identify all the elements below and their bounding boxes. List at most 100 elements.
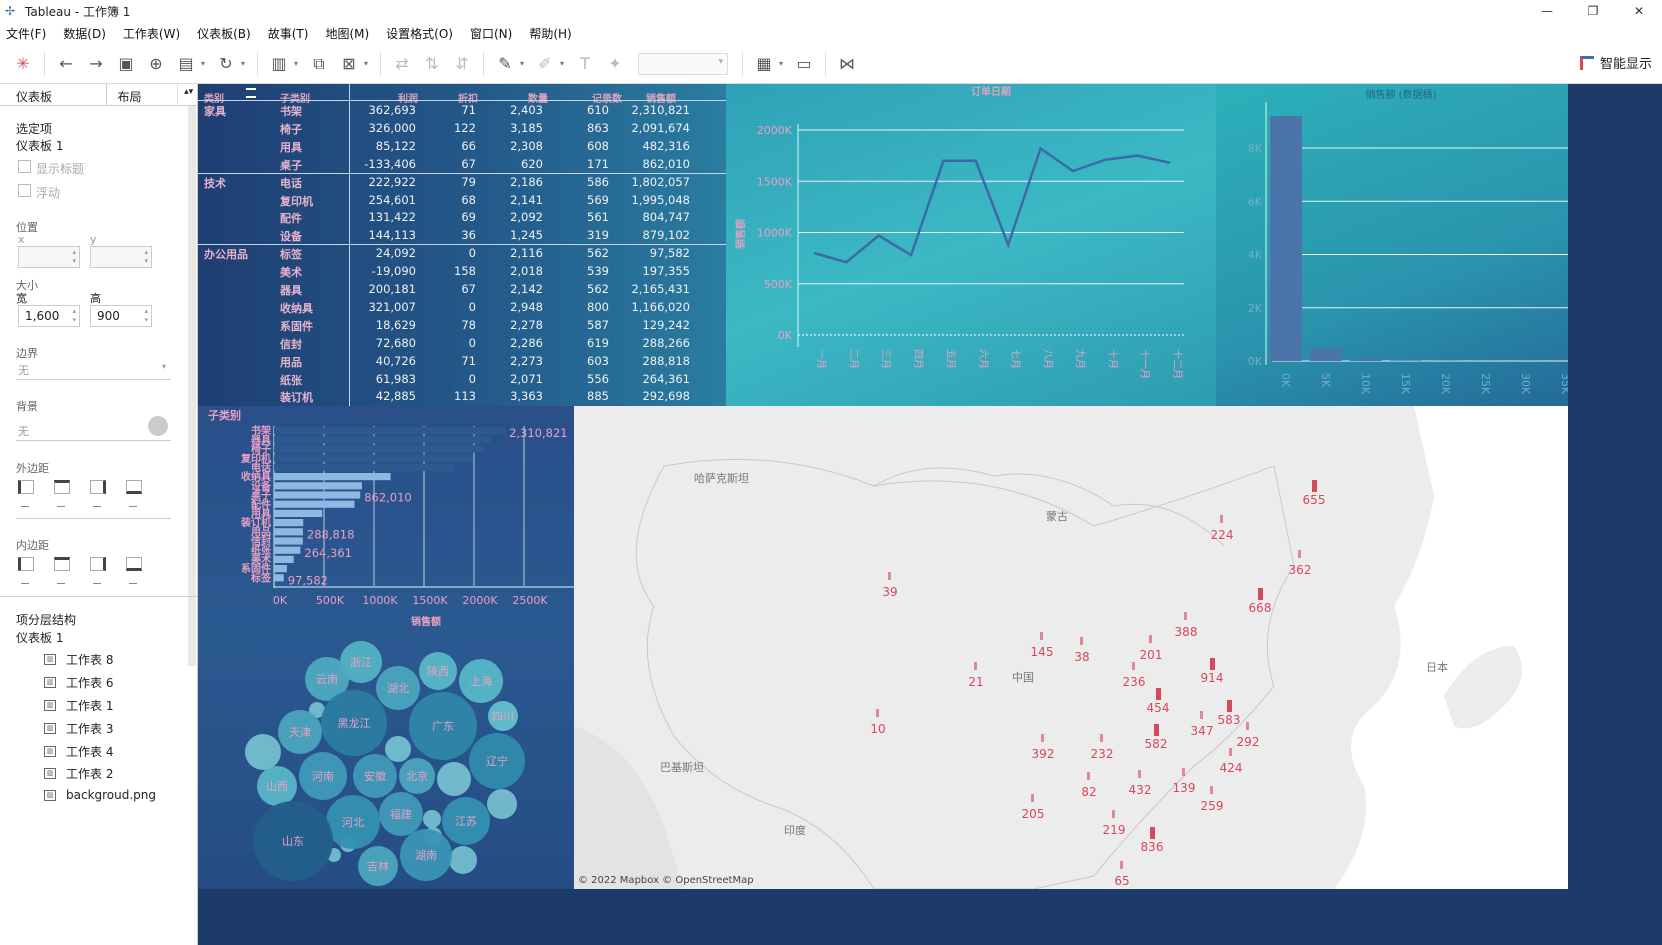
outer-padding-top-value[interactable]	[57, 506, 65, 507]
background-color-swatch[interactable]	[148, 416, 168, 436]
outer-padding-bottom-icon[interactable]	[126, 480, 142, 494]
clear-sheet-icon[interactable]: ⊠	[342, 54, 356, 73]
floating-checkbox[interactable]	[18, 184, 31, 197]
width-input[interactable]: 1,600	[18, 305, 80, 327]
outer-padding-bottom-value[interactable]	[129, 506, 137, 507]
x-input[interactable]	[18, 246, 80, 268]
border-value[interactable]: 无	[18, 364, 29, 377]
restore-button[interactable]: ❐	[1587, 4, 1599, 18]
tabs-scroll-icon[interactable]: ▴▾	[177, 84, 197, 105]
clear-sheet-dropdown[interactable]: ▾	[364, 59, 369, 68]
new-worksheet-icon[interactable]: ▥	[271, 54, 287, 73]
duplicate-sheet-icon[interactable]: ⧉	[313, 53, 325, 73]
menu-help[interactable]: 帮助(H)	[529, 26, 572, 41]
new-worksheet-dropdown[interactable]: ▾	[294, 59, 299, 68]
table-cell: 586	[587, 174, 609, 189]
bar-chart-category: 桌子	[250, 489, 271, 502]
minimize-button[interactable]: —	[1541, 4, 1553, 18]
hierarchy-item[interactable]: ▥ 工作表 8	[44, 651, 113, 668]
inner-padding-left-value[interactable]	[21, 583, 29, 584]
hierarchy-item[interactable]: ▥ 工作表 1	[44, 697, 113, 714]
map-value-label: 82	[1081, 785, 1096, 799]
tab-layout[interactable]: 布局	[107, 84, 178, 105]
hierarchy-root[interactable]: 仪表板 1	[16, 631, 64, 645]
inner-padding-top-icon[interactable]	[54, 557, 70, 571]
fit-select[interactable]	[638, 52, 728, 75]
background-value[interactable]: 无	[18, 425, 29, 438]
pause-updates-icon[interactable]: ▤	[178, 54, 194, 73]
table-cell: 362,693	[368, 103, 416, 117]
sort-ascending-icon[interactable]: ⇅	[425, 54, 439, 73]
group-icon[interactable]: ✐	[538, 54, 552, 73]
bar-chart-sheet[interactable]: 子类别 0K 500K 1000K 1500K 2000K 2500K 销售额 书架 2,310,…	[198, 406, 574, 634]
bubble	[488, 701, 518, 731]
menu-map[interactable]: 地图(M)	[325, 26, 370, 41]
save-icon[interactable]: ▣	[118, 54, 134, 73]
map-value-label: 236	[1123, 675, 1146, 689]
bar-chart-bar	[274, 519, 304, 527]
pin-icon[interactable]: ✦	[608, 54, 622, 73]
outer-padding-right-icon[interactable]	[90, 480, 106, 494]
tableau-home-icon[interactable]: ✳	[16, 54, 30, 73]
height-input[interactable]: 900	[90, 305, 152, 327]
presentation-mode-icon[interactable]: ▭	[796, 54, 812, 73]
map-sheet[interactable]: 哈萨克斯坦 蒙古 中国 日本 巴基斯坦 印度 655 224 362 668 388 39 145 38 2…	[574, 406, 1568, 889]
tab-dashboard[interactable]: 仪表板	[0, 84, 108, 105]
y-input[interactable]	[90, 246, 152, 268]
inner-padding-bottom-icon[interactable]	[126, 557, 142, 571]
table-cell: 0	[468, 335, 476, 350]
border-dropdown-icon[interactable]: ▾	[162, 362, 167, 371]
share-icon[interactable]: ⋈	[839, 54, 855, 73]
menu-file[interactable]: 文件(F)	[6, 26, 47, 41]
label-icon[interactable]: T	[580, 54, 590, 73]
show-cards-dropdown[interactable]: ▾	[779, 59, 784, 68]
highlight-dropdown[interactable]: ▾	[520, 59, 525, 68]
line-chart-xtick: 五月	[944, 349, 956, 369]
inner-padding-left-icon[interactable]	[18, 557, 34, 571]
outer-padding-left-value[interactable]	[21, 506, 29, 507]
menu-story[interactable]: 故事(T)	[267, 26, 309, 41]
menu-window[interactable]: 窗口(N)	[469, 26, 513, 41]
sort-descending-icon[interactable]: ⇵	[455, 54, 469, 73]
inner-padding-right-value[interactable]	[93, 583, 101, 584]
line-chart-sheet[interactable]: 订单日期 销售额 0K 500K 1000K 1500K 2000K 一月 二月 三月 四月 五月 六月…	[726, 84, 1216, 406]
swap-icon[interactable]: ⇄	[395, 54, 409, 73]
menu-worksheet[interactable]: 工作表(W)	[122, 26, 181, 41]
crosstab-sheet[interactable]: 类别 子类别 利润 折扣 数量 记录数 销售额家具 书架 362,693 71 2,403 610 2,…	[198, 84, 726, 406]
close-button[interactable]: ✕	[1633, 4, 1645, 18]
refresh-icon[interactable]: ↻	[219, 54, 233, 73]
undo-icon[interactable]: ←	[59, 54, 73, 73]
inner-padding-bottom-value[interactable]	[129, 583, 137, 584]
outer-padding-top-icon[interactable]	[54, 480, 70, 494]
floating-label: 浮动	[36, 186, 61, 200]
map-marker-icon	[1210, 658, 1215, 670]
hierarchy-item[interactable]: ▥ 工作表 3	[44, 720, 113, 737]
inner-padding-top-value[interactable]	[57, 583, 65, 584]
map-marker-icon	[1112, 810, 1115, 818]
highlight-icon[interactable]: ✎	[498, 54, 512, 73]
table-cell: 131,422	[368, 210, 416, 225]
redo-icon[interactable]: →	[89, 54, 103, 73]
smart-display-button[interactable]: 智能显示	[1579, 53, 1652, 72]
new-datasource-icon[interactable]: ⊕	[149, 54, 163, 73]
x-label: x	[18, 233, 25, 246]
panel-scrollbar[interactable]	[188, 106, 196, 666]
pause-updates-dropdown[interactable]: ▾	[201, 59, 206, 68]
bubble-chart-sheet[interactable]: 浙江 云南 陕西 湖北 上海 黑龙江 广东 四川 天津 辽宁 河南 安徽 北京 山西 福建 河北 江苏 山东 吉林 湖…	[198, 634, 574, 889]
table-cell: 603	[587, 353, 609, 368]
show-title-checkbox[interactable]	[18, 160, 31, 173]
menu-format[interactable]: 设置格式(O)	[386, 26, 453, 41]
hierarchy-item[interactable]: ▨ backgroud.png	[44, 788, 156, 802]
inner-padding-right-icon[interactable]	[90, 557, 106, 571]
menu-data[interactable]: 数据(D)	[63, 26, 106, 41]
hierarchy-item[interactable]: ▥ 工作表 4	[44, 743, 113, 760]
histogram-sheet[interactable]: 销售额 (数据桶)订单 ID 计数0K2K4K6K8K0K5K10K15K20K…	[1216, 84, 1568, 406]
outer-padding-left-icon[interactable]	[18, 480, 34, 494]
hierarchy-item[interactable]: ▥ 工作表 2	[44, 765, 113, 782]
outer-padding-right-value[interactable]	[93, 506, 101, 507]
hierarchy-item[interactable]: ▥ 工作表 6	[44, 674, 113, 691]
menu-dashboard[interactable]: 仪表板(B)	[197, 26, 251, 41]
refresh-dropdown[interactable]: ▾	[241, 59, 246, 68]
show-cards-icon[interactable]: ▦	[756, 54, 772, 73]
group-dropdown[interactable]: ▾	[560, 59, 565, 68]
